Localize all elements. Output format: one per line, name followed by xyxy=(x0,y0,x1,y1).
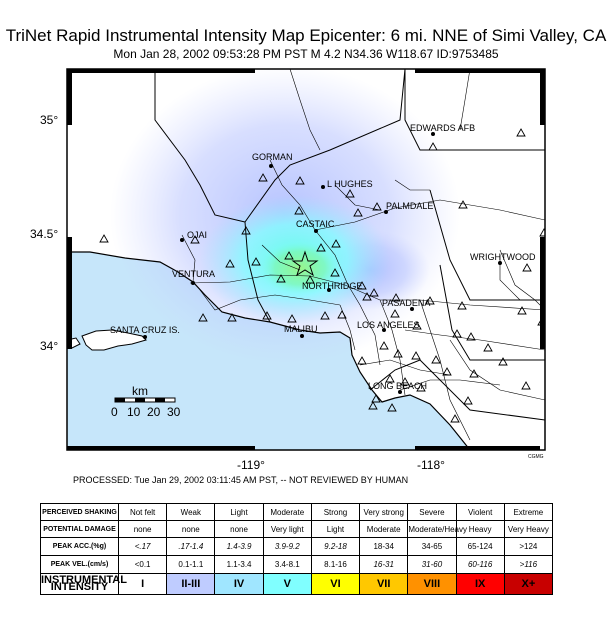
scale-unit: km xyxy=(132,384,148,398)
place-label: SANTA CRUZ IS. xyxy=(110,325,180,335)
scale-tick: 0 xyxy=(111,405,118,419)
legend-cell: <0.1 xyxy=(117,555,168,574)
legend-cell: 31-60 xyxy=(407,555,457,574)
county-boundaries xyxy=(154,69,545,421)
place-label: PASADENA xyxy=(382,298,430,308)
place-label: NORTHRIDGE xyxy=(302,281,362,291)
legend-row-head: PEAK VEL.(cm/s) xyxy=(40,555,119,574)
place-label: PALMDALE xyxy=(386,201,433,211)
city-markers xyxy=(143,132,502,394)
legend-row-damage: POTENTIAL DAMAGE none none none Very lig… xyxy=(40,520,554,538)
legend-cell: 3.4-8.1 xyxy=(262,555,312,574)
legend-cell: Weak xyxy=(166,503,216,521)
legend-cell: Strong xyxy=(310,503,361,521)
place-label: LONG BEACH xyxy=(368,381,427,391)
lat-label: 34.5° xyxy=(30,227,58,241)
legend-row-acc: PEAK ACC.(%g) <.17 .17-1.4 1.4-3.9 3.9-9… xyxy=(40,537,554,556)
legend-cell: Not felt xyxy=(117,503,168,521)
intensity-swatch: VII xyxy=(359,573,409,595)
intensity-swatch: I xyxy=(117,573,168,595)
legend-cell: >116 xyxy=(503,555,554,574)
intensity-swatch: VIII xyxy=(407,573,457,595)
epicenter-star xyxy=(291,250,319,277)
santa-cruz-island xyxy=(81,329,147,351)
legend-cell: 8.1-16 xyxy=(310,555,361,574)
legend-cell: Moderate xyxy=(359,520,409,538)
legend-cell: 1.4-3.9 xyxy=(214,537,264,556)
lon-label: -119° xyxy=(237,458,265,470)
intensity-map: EDWARDS AFB GORMAN L HUGHES PALMDALE CAS… xyxy=(30,68,546,470)
legend-cell: .17-1.4 xyxy=(166,537,216,556)
legend-row-head: INSTRUMENTAL INTENSITY xyxy=(40,573,127,595)
legend-cell: Very Heavy xyxy=(503,520,554,538)
legend-cell: >124 xyxy=(503,537,554,556)
roads xyxy=(181,69,545,441)
legend-cell: Very light xyxy=(262,520,312,538)
legend-cell: Light xyxy=(310,520,361,538)
credit-label: CGMG xyxy=(528,454,544,460)
legend-cell: Severe xyxy=(407,503,457,521)
legend-cell: 65-124 xyxy=(455,537,505,556)
legend-cell: Moderate xyxy=(262,503,312,521)
legend-row-intensity: INSTRUMENTAL INTENSITY I II-III IV V VI … xyxy=(40,573,554,595)
legend-cell: none xyxy=(166,520,216,538)
lon-label: -118° xyxy=(417,458,445,470)
intensity-swatch: IV xyxy=(214,573,264,595)
place-label: OJAI xyxy=(187,230,207,240)
legend-row-head: POTENTIAL DAMAGE xyxy=(40,520,119,538)
map-title: TriNet Rapid Instrumental Intensity Map … xyxy=(5,26,607,45)
legend-row-shaking: PERCEIVED SHAKING Not felt Weak Light Mo… xyxy=(40,503,554,521)
legend-cell: 1.1-3.4 xyxy=(214,555,264,574)
lat-label: 34° xyxy=(40,339,58,353)
frame-ticks xyxy=(67,69,545,450)
legend-cell: 16-31 xyxy=(359,555,409,574)
legend-cell: Light xyxy=(214,503,264,521)
legend-cell: 0.1-1.1 xyxy=(166,555,216,574)
legend-row-head: PERCEIVED SHAKING xyxy=(40,503,119,521)
legend-cell: Very strong xyxy=(359,503,409,521)
place-label: MALIBU xyxy=(284,324,318,334)
scale-bar: km 0 10 20 30 xyxy=(111,384,181,419)
legend-cell: 18-34 xyxy=(359,537,409,556)
scale-tick: 30 xyxy=(167,405,181,419)
scale-tick: 10 xyxy=(127,405,141,419)
legend-cell: Extreme xyxy=(503,503,554,521)
legend-cell: none xyxy=(117,520,168,538)
intensity-swatch: X+ xyxy=(503,573,554,595)
intensity-swatch: IX xyxy=(455,573,505,595)
legend-cell: none xyxy=(214,520,264,538)
lat-label: 35° xyxy=(40,113,58,127)
legend-row-vel: PEAK VEL.(cm/s) <0.1 0.1-1.1 1.1-3.4 3.4… xyxy=(40,555,554,574)
legend-cell: 3.9-9.2 xyxy=(262,537,312,556)
intensity-legend: PERCEIVED SHAKING Not felt Weak Light Mo… xyxy=(40,503,554,595)
scale-tick: 20 xyxy=(147,405,161,419)
intensity-swatch: II-III xyxy=(166,573,216,595)
place-label: WRIGHTWOOD xyxy=(470,252,536,262)
legend-cell: 60-116 xyxy=(455,555,505,574)
place-label: EDWARDS AFB xyxy=(410,123,475,133)
legend-cell: Violent xyxy=(455,503,505,521)
legend-cell: 34-65 xyxy=(407,537,457,556)
event-subtitle: Mon Jan 28, 2002 09:53:28 PM PST M 4.2 N… xyxy=(113,47,499,61)
intensity-swatch: VI xyxy=(310,573,361,595)
place-label: CASTAIC xyxy=(296,219,335,229)
legend-cell: <.17 xyxy=(117,537,168,556)
intensity-swatch: V xyxy=(262,573,312,595)
place-label: LOS ANGELES xyxy=(357,320,420,330)
place-label: VENTURA xyxy=(172,269,215,279)
legend-row-head: PEAK ACC.(%g) xyxy=(40,537,119,556)
legend-cell: Moderate/Heavy xyxy=(407,520,467,538)
legend-cell: 9.2-18 xyxy=(310,537,361,556)
place-label: GORMAN xyxy=(252,152,293,162)
place-label: L HUGHES xyxy=(327,179,373,189)
processed-note: PROCESSED: Tue Jan 29, 2002 03:11:45 AM … xyxy=(73,475,409,485)
